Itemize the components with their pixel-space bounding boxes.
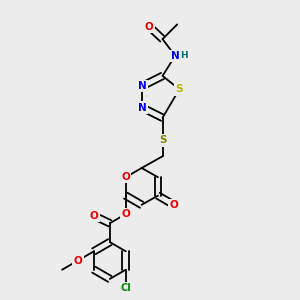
Text: O: O xyxy=(121,172,130,182)
Text: N: N xyxy=(138,81,147,91)
Text: O: O xyxy=(121,209,130,219)
Text: S: S xyxy=(159,135,166,146)
Text: S: S xyxy=(176,84,183,94)
Text: Cl: Cl xyxy=(120,283,131,293)
Text: O: O xyxy=(89,211,98,221)
Text: O: O xyxy=(145,22,154,32)
Text: N: N xyxy=(171,51,179,61)
Text: N: N xyxy=(138,103,147,113)
Text: H: H xyxy=(181,51,188,60)
Text: O: O xyxy=(74,256,82,266)
Text: O: O xyxy=(169,200,178,210)
